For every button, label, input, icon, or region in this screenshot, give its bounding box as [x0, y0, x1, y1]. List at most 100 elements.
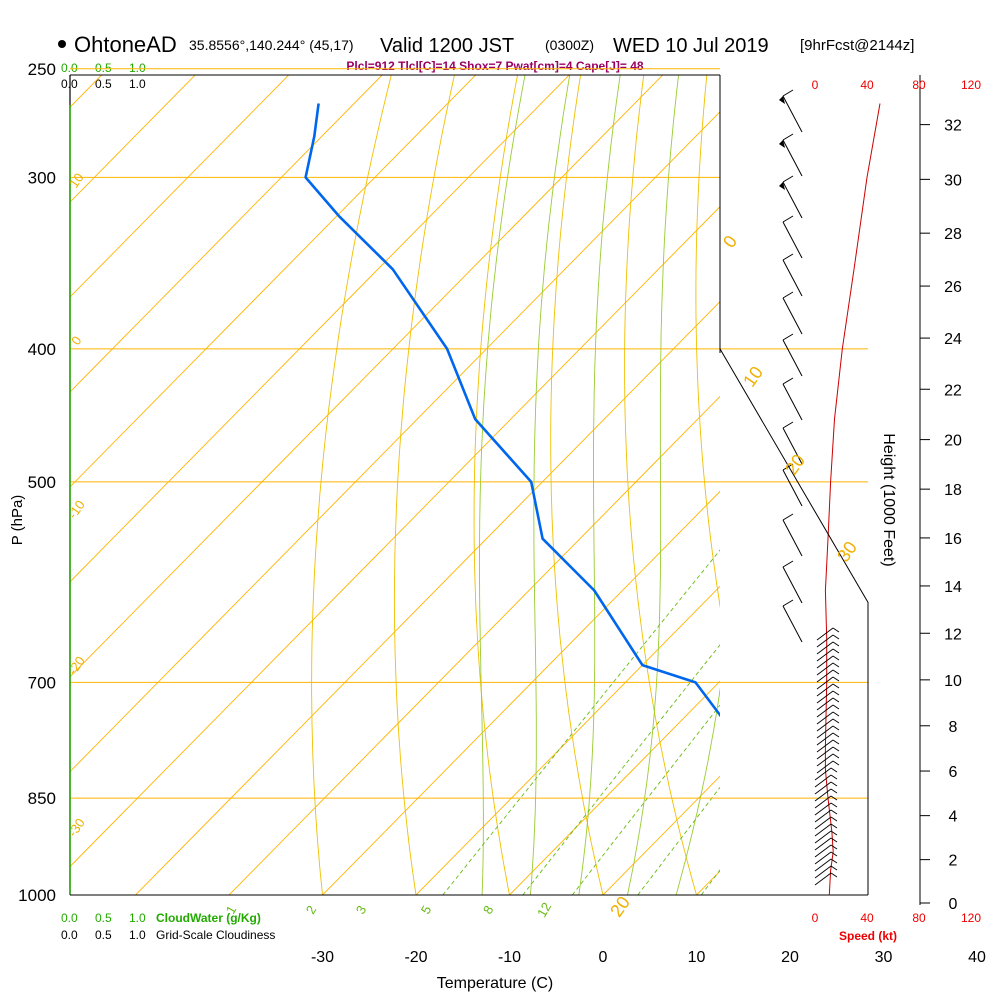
cloudwater-scale-05: 0.5 [95, 61, 112, 75]
dry-adiabat-label: 0 [719, 232, 741, 252]
wind-barbs [779, 89, 840, 886]
sounding-series [304, 103, 1000, 903]
wind-barb-low-level [816, 760, 834, 774]
wind-barb-low-feather [830, 774, 838, 780]
wind-barb-low-feather [832, 662, 840, 668]
isobar-lines [70, 68, 868, 896]
speed-tick-label-top: 0 [812, 78, 819, 92]
wind-barb-low-feather [832, 669, 840, 675]
temperature-tick-label: -10 [498, 949, 521, 966]
height-tick-label: 22 [944, 382, 962, 399]
wind-barb-staff [782, 519, 803, 557]
wind-barb-feather [782, 463, 794, 471]
height-tick-label: 16 [944, 531, 962, 548]
wind-barb-low-level [816, 690, 834, 704]
dry-adiabat-line [695, 75, 720, 609]
wind-barb-low-feather [832, 683, 840, 689]
plot-frame [69, 74, 921, 905]
top-scale-labels: 0.0 0.5 1.0 0.0 0.5 1.0 [61, 61, 146, 91]
wind-barb-pennant [779, 182, 785, 190]
cloudwater-label: CloudWater (g/Kg) [156, 911, 261, 925]
cloudiness-scale-1: 1.0 [129, 77, 146, 91]
temperature-tick-label: 10 [688, 949, 706, 966]
wind-barb-low-level [816, 641, 834, 655]
height-tick-label: 10 [944, 673, 962, 690]
speed-tick-label-top: 40 [860, 78, 874, 92]
wind-barb-low-feather [832, 676, 840, 682]
bottom-scale-labels: 0.0 0.5 1.0 CloudWater (g/Kg) 0.0 0.5 1.… [61, 911, 275, 942]
wind-barb-pennant [779, 140, 785, 148]
temperature-line [814, 104, 1000, 896]
wind-barb-low-level [814, 837, 832, 851]
isotherm-line [884, 69, 1000, 895]
mixing-ratio-label: 5 [418, 903, 435, 917]
wind-barb-low-level [814, 816, 832, 830]
wind-barb-low-feather [830, 823, 838, 829]
cloudiness-bottom-0: 0.0 [61, 928, 78, 942]
speed-tick-label-bottom: 80 [912, 911, 926, 925]
dry-adiabat-label: 10 [66, 170, 87, 190]
mixing-ratio-line [522, 644, 720, 895]
wind-barb-low-feather [832, 746, 840, 752]
surface-temperature-marker [833, 895, 841, 903]
dry-adiabat-label: -10 [65, 497, 88, 521]
wind-barb-feather [782, 89, 794, 97]
wind-barb-low-level [816, 676, 834, 690]
pressure-tick-label: 1000 [18, 886, 56, 905]
height-tick-label: 6 [949, 764, 958, 781]
height-tick-label: 32 [944, 118, 962, 135]
mixing-ratio-line [759, 349, 1000, 895]
wind-barb-low-feather [832, 718, 840, 724]
wind-barb-low-feather [832, 753, 840, 759]
mixing-ratio-label: 3 [353, 903, 370, 917]
wind-barb-low-feather [830, 851, 838, 857]
moist-adiabat-line [761, 69, 935, 924]
wind-barb-low-level [814, 865, 832, 879]
wind-barb-feather [782, 291, 794, 299]
moist-adiabat-line [529, 75, 571, 895]
wind-barb-low-level [814, 774, 832, 788]
dry-adiabat-label: 20 [606, 893, 634, 921]
wind-barb-feather [782, 333, 794, 341]
pressure-tick-label: 400 [28, 340, 56, 359]
wind-barb-low-feather [830, 809, 838, 815]
speed-axis-title: Speed (kt) [839, 929, 897, 943]
forecast-date: WED 10 Jul 2019 [613, 35, 769, 57]
cloudwater-scale-0: 0.0 [61, 61, 78, 75]
wind-barb-feather [782, 253, 794, 261]
wind-barb-low-feather [832, 732, 840, 738]
wind-barb-low-feather [830, 830, 838, 836]
wind-barb-low-level [816, 683, 834, 697]
height-tick-label: 12 [944, 626, 962, 643]
wind-barb-low-feather [832, 641, 840, 647]
wind-barb-low-level [816, 725, 834, 739]
height-tick-label: 18 [944, 482, 962, 499]
wind-barb-low-feather [830, 816, 838, 822]
wind-barb-low-level [814, 858, 832, 872]
isotherm-line [0, 69, 14, 895]
dry-adiabat-label: 10 [739, 363, 767, 391]
moist-adiabat-line [578, 75, 621, 895]
wind-barb-feather [782, 421, 794, 429]
plot-background-lines [0, 69, 1000, 924]
temperature-tick-label: 40 [968, 949, 986, 966]
height-tick-label: 4 [949, 809, 958, 826]
wind-barb-staff [782, 566, 803, 604]
wind-barb-low-feather [832, 760, 840, 766]
valid-time: Valid 1200 JST [380, 35, 514, 57]
wind-barb-low-level [816, 627, 834, 641]
wind-barb-low-feather [832, 655, 840, 661]
wind-barb-low-level [814, 809, 832, 823]
forecast-info: [9hrFcst@2144z] [800, 37, 914, 54]
wind-barb-staff [782, 427, 803, 465]
wind-barb-low-feather [830, 788, 838, 794]
wind-barb-low-feather [830, 767, 838, 773]
height-tick-label: 8 [949, 719, 958, 736]
zulu-time: (0300Z) [545, 37, 594, 53]
wind-barb-low-feather [832, 627, 840, 633]
wind-barb-low-feather [830, 858, 838, 864]
wind-barb-low-level [816, 669, 834, 683]
speed-tick-label-top: 120 [961, 78, 981, 92]
